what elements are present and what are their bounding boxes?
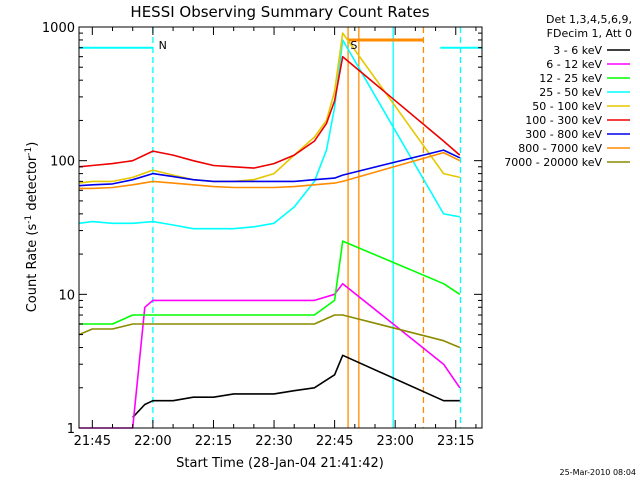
plot-frame <box>78 26 483 429</box>
x-tick-label-5: 23:00 <box>376 434 413 449</box>
series-line-3 <box>78 39 460 230</box>
series-line-7 <box>79 151 461 190</box>
y-tick-label-1: 10 <box>58 288 75 303</box>
legend-label-0: 3 - 6 keV <box>553 44 602 57</box>
y-tick-label-0: 1 <box>67 422 75 437</box>
x-tick-label-0: 21:45 <box>74 434 111 449</box>
series-line-4 <box>78 32 460 184</box>
legend-label-4: 50 - 100 keV <box>532 100 602 113</box>
x-tick-label-3: 22:30 <box>255 434 292 449</box>
legend-label-1: 6 - 12 keV <box>546 58 602 71</box>
series-line-8 <box>78 314 461 349</box>
render-timestamp: 25-Mar-2010 08:04 <box>560 468 637 477</box>
series-line-1 <box>79 282 461 429</box>
chart-title: HESSI Observing Summary Count Rates <box>130 3 429 21</box>
legend-label-2: 12 - 25 keV <box>539 72 602 85</box>
legend-label-8: 7000 - 20000 keV <box>504 156 602 169</box>
y-tick-label-3: 1000 <box>42 21 75 36</box>
axes: 21:45 22:00 22:15 22:30 22:45 23:00 23:15 1 10 10… <box>42 21 483 449</box>
y-axis-label: Count Rate (s-1 detector-1) <box>24 142 40 313</box>
x-tick-label-2: 22:15 <box>195 434 232 449</box>
legend-header-line-2: FDecim 1, Att 0 <box>547 27 632 40</box>
annotation-1: S <box>350 39 357 52</box>
annotation-0: N <box>159 39 167 52</box>
legend: Det 1,3,4,5,6,9, FDecim 1, Att 0 3 - 6 k… <box>504 13 632 169</box>
x-axis-label: Start Time (28-Jan-04 21:41:42) <box>176 456 384 471</box>
legend-label-5: 100 - 300 keV <box>525 114 602 127</box>
x-tick-label-1: 22:00 <box>134 434 171 449</box>
legend-label-6: 300 - 800 keV <box>525 128 602 141</box>
series-line-5 <box>78 55 461 169</box>
legend-label-7: 800 - 7000 keV <box>518 142 602 155</box>
x-tick-label-6: 23:15 <box>437 434 474 449</box>
series-line-6 <box>78 149 461 187</box>
series-line-2 <box>79 240 461 325</box>
series-line-0 <box>132 354 460 418</box>
y-tick-label-2: 100 <box>50 155 75 170</box>
legend-label-3: 25 - 50 keV <box>539 86 602 99</box>
x-tick-label-4: 22:45 <box>316 434 353 449</box>
legend-header-line-1: Det 1,3,4,5,6,9, <box>546 13 632 26</box>
